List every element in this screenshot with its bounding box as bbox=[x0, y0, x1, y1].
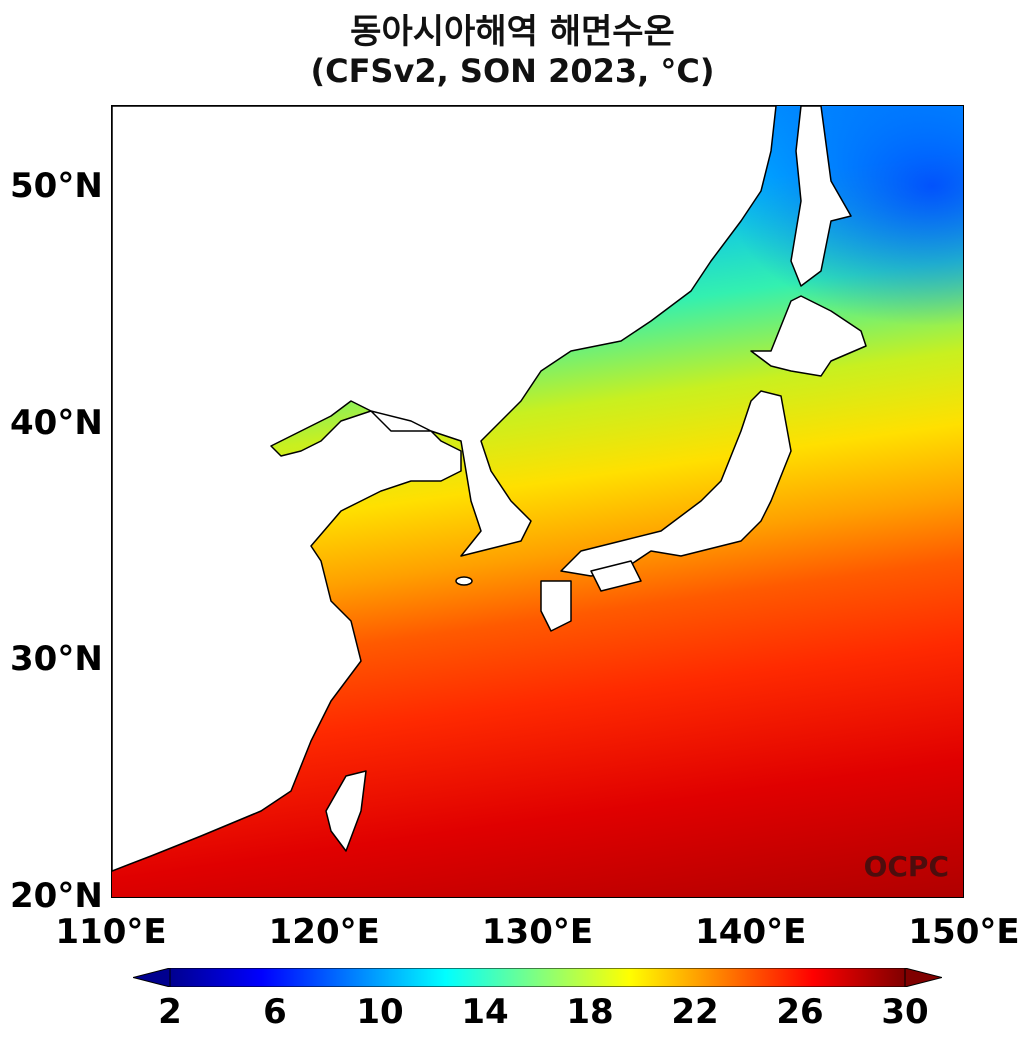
colorbar-tick-label: 26 bbox=[776, 992, 824, 1032]
lat-label: 30°N bbox=[10, 639, 103, 680]
ocpc-watermark: OCPC bbox=[863, 850, 949, 883]
lon-label: 110°E bbox=[55, 912, 167, 952]
lat-label: 50°N bbox=[10, 165, 103, 206]
colorbar-tick-label: 30 bbox=[881, 992, 929, 1032]
land-taiwan bbox=[325, 770, 367, 852]
colorbar-tick-label: 14 bbox=[461, 992, 509, 1032]
land-shikoku bbox=[590, 560, 642, 592]
colorbar-tick-label: 2 bbox=[158, 992, 182, 1032]
colorbar-bar bbox=[169, 968, 906, 987]
lon-label: 150°E bbox=[908, 912, 1020, 952]
lat-label: 20°N bbox=[10, 876, 103, 916]
colorbar-extend-max bbox=[904, 968, 942, 987]
lon-label: 120°E bbox=[268, 912, 380, 952]
land-coastlines bbox=[112, 106, 867, 872]
lat-label: 40°N bbox=[10, 402, 103, 443]
land-jeju bbox=[455, 576, 473, 586]
map-title: 동아시아해역 해면수온 bbox=[350, 12, 675, 52]
colorbar-extend-min bbox=[133, 968, 171, 987]
colorbar-tick-label: 6 bbox=[263, 992, 287, 1032]
land-hokkaido bbox=[750, 295, 867, 377]
lon-label: 140°E bbox=[695, 912, 807, 952]
land-asia-mainland bbox=[112, 106, 777, 872]
colorbar-tick-label: 10 bbox=[356, 992, 404, 1032]
map-subtitle: (CFSv2, SON 2023, °C) bbox=[310, 52, 715, 90]
lon-label: 130°E bbox=[481, 912, 594, 952]
sst-map: OCPC bbox=[111, 105, 964, 898]
land-sakhalin bbox=[790, 106, 852, 287]
colorbar-tick-label: 22 bbox=[671, 992, 719, 1032]
land-honshu bbox=[560, 390, 792, 577]
colorbar-tick-label: 18 bbox=[566, 992, 614, 1032]
land-kyushu bbox=[540, 580, 572, 632]
colorbar bbox=[133, 968, 942, 987]
